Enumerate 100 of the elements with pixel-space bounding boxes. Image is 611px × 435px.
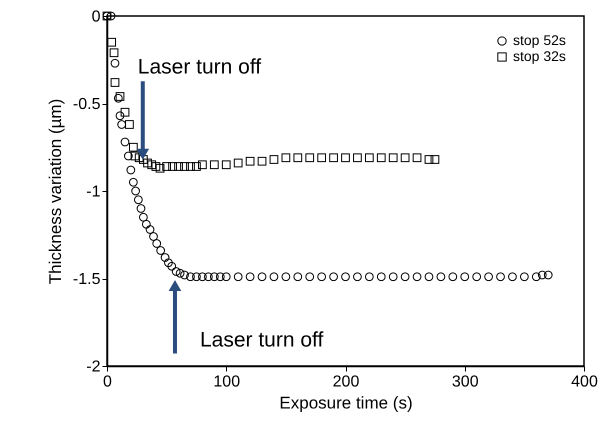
- point: [364, 153, 374, 162]
- point: [270, 272, 278, 282]
- point: [130, 152, 140, 160]
- x-axis-title: Exposure time (s): [279, 394, 413, 412]
- point: [436, 272, 446, 282]
- point: [210, 272, 219, 282]
- point: [388, 153, 398, 162]
- point: [282, 272, 290, 282]
- point: [258, 156, 266, 166]
- point: [142, 220, 151, 229]
- point: [110, 78, 120, 87]
- point: [110, 58, 120, 68]
- point: [460, 272, 470, 282]
- point: [116, 111, 124, 120]
- point: [520, 272, 529, 282]
- point: [329, 272, 338, 282]
- point: [282, 153, 290, 162]
- point: [174, 162, 183, 171]
- point: [222, 272, 231, 282]
- point: [152, 162, 160, 171]
- point: [317, 272, 326, 282]
- point: [164, 258, 173, 268]
- point: [424, 272, 434, 282]
- point: [246, 156, 254, 166]
- point: [484, 272, 493, 282]
- y-axis-title: Thickness variation (µm): [46, 98, 65, 284]
- point: [117, 120, 126, 129]
- point: [246, 272, 254, 282]
- point: [353, 153, 362, 162]
- point: [172, 267, 181, 276]
- point: [120, 108, 130, 117]
- point: [147, 160, 156, 170]
- point: [400, 153, 410, 162]
- annotation: Laser turn off: [138, 55, 262, 78]
- point: [128, 178, 138, 187]
- y-tick-label: -2: [86, 358, 101, 376]
- point: [180, 270, 189, 280]
- point: [134, 195, 143, 204]
- point: [364, 272, 374, 282]
- point: [424, 155, 434, 164]
- x-tick-label: 200: [332, 374, 360, 390]
- point: [472, 272, 482, 282]
- point: [496, 272, 505, 282]
- x-tick-label: 400: [571, 374, 598, 390]
- point: [107, 38, 116, 47]
- point: [270, 155, 278, 164]
- point: [258, 272, 266, 282]
- point: [131, 186, 140, 196]
- y-tick-label: -1: [86, 184, 101, 200]
- point: [412, 272, 422, 282]
- y-tick-label: 0: [92, 8, 101, 26]
- point: [128, 142, 138, 152]
- point: [388, 272, 398, 282]
- point: [222, 160, 231, 170]
- point: [110, 48, 118, 58]
- point: [305, 153, 314, 162]
- legend-label: stop 32s: [513, 48, 566, 64]
- point: [329, 153, 338, 162]
- point: [305, 272, 314, 282]
- point: [156, 246, 166, 255]
- legend-label: stop 52s: [513, 32, 566, 48]
- point: [198, 272, 207, 282]
- y-tick-label: -1.5: [72, 271, 101, 288]
- point: [216, 272, 225, 282]
- point: [544, 270, 553, 280]
- point: [149, 232, 158, 241]
- point: [124, 152, 133, 160]
- point: [136, 204, 146, 213]
- point: [139, 212, 148, 222]
- point: [192, 272, 201, 282]
- point: [143, 158, 152, 168]
- point: [448, 272, 458, 282]
- point: [538, 270, 547, 280]
- point: [341, 272, 350, 282]
- point: [376, 272, 386, 282]
- point: [204, 272, 213, 282]
- point: [234, 272, 243, 282]
- point: [152, 239, 162, 248]
- x-tick-label: 300: [452, 374, 479, 390]
- point: [341, 153, 350, 162]
- point: [160, 253, 170, 262]
- x-tick-label: 0: [103, 374, 112, 390]
- annotation: Laser turn off: [200, 328, 324, 352]
- point: [400, 272, 410, 282]
- point: [508, 272, 517, 282]
- point: [186, 162, 195, 171]
- point: [198, 160, 207, 170]
- y-tick-label: -0.5: [72, 96, 101, 113]
- point: [176, 268, 184, 278]
- point: [156, 164, 164, 173]
- point: [234, 158, 243, 168]
- point: [293, 272, 302, 282]
- point: [353, 272, 362, 282]
- point: [125, 120, 134, 129]
- point: [162, 162, 171, 171]
- point: [126, 166, 136, 174]
- point: [532, 272, 541, 282]
- point: [210, 160, 219, 170]
- point: [317, 153, 326, 162]
- x-tick-label: 100: [213, 374, 240, 390]
